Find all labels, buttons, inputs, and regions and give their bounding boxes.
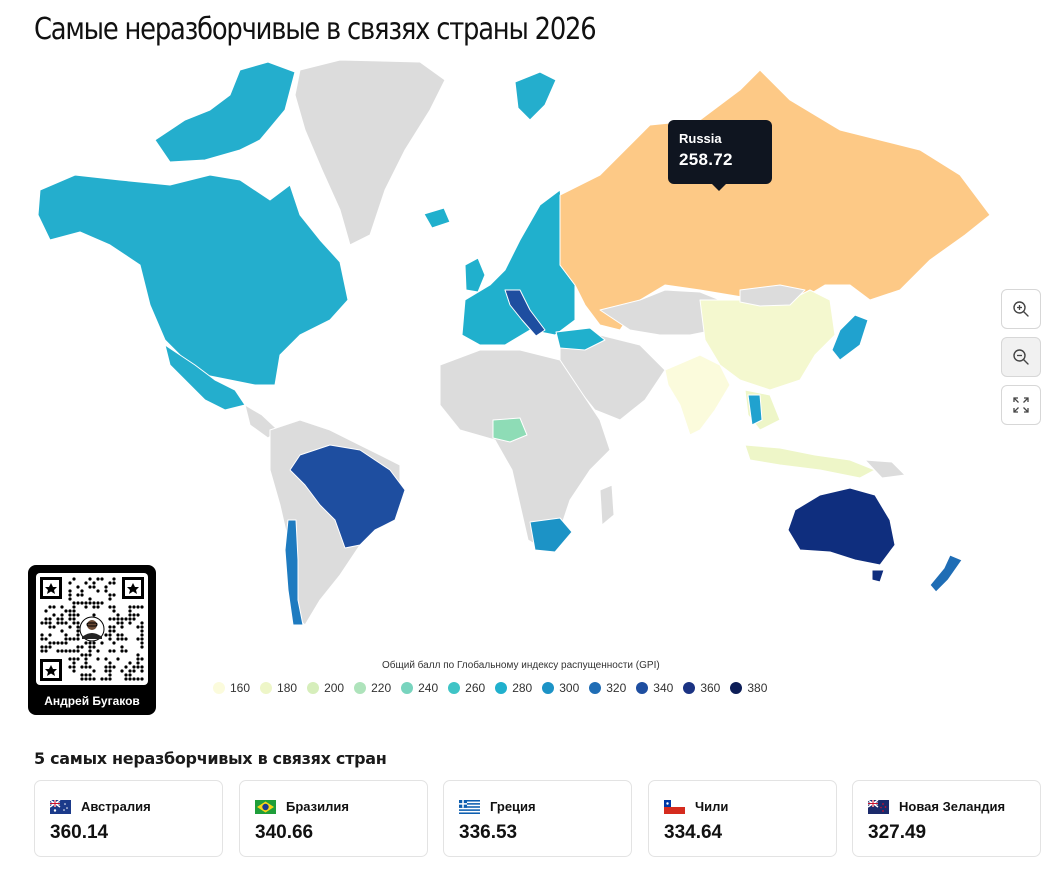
fullscreen-icon — [1013, 397, 1029, 413]
legend-item[interactable]: 160 — [213, 681, 250, 695]
card-score: 334.64 — [664, 822, 723, 843]
tooltip-value: 258.72 — [679, 150, 733, 169]
card-country-name: Бразилия — [286, 799, 349, 814]
legend-swatch — [401, 682, 414, 694]
legend-label: 360 — [700, 681, 721, 695]
legend-label: 340 — [653, 681, 674, 695]
region-thailand[interactable] — [747, 394, 763, 426]
country-card[interactable]: Новая Зеландия 327.49 — [852, 780, 1041, 857]
tooltip-country: Russia — [679, 131, 722, 146]
map-tooltip: Russia 258.72 — [668, 120, 772, 191]
region-arctic-islands[interactable] — [154, 61, 296, 163]
legend-item[interactable]: 280 — [495, 681, 532, 695]
legend-label: 300 — [559, 681, 580, 695]
chile-flag — [664, 800, 685, 814]
world-map[interactable] — [0, 58, 1000, 658]
card-score: 340.66 — [255, 822, 314, 843]
region-russia[interactable] — [559, 69, 991, 331]
legend-label: 380 — [747, 681, 768, 695]
region-brazil[interactable] — [289, 444, 406, 549]
country-card[interactable]: Австралия 360.14 — [34, 780, 223, 857]
region-nigeria[interactable] — [492, 417, 528, 443]
region-canada-usa[interactable] — [37, 174, 349, 386]
region-india[interactable] — [664, 354, 731, 436]
greece-flag — [459, 800, 480, 821]
legend-label: 200 — [324, 681, 345, 695]
legend-swatch — [683, 682, 696, 694]
region-mexico[interactable] — [164, 344, 246, 411]
region-iceland[interactable] — [423, 207, 451, 229]
zoom-out-icon — [1013, 349, 1029, 365]
brazil-flag — [255, 800, 276, 814]
legend-item[interactable]: 200 — [307, 681, 344, 695]
legend-label: 320 — [606, 681, 627, 695]
region-new-zealand[interactable] — [929, 554, 963, 593]
card-country-name: Греция — [490, 799, 536, 814]
region-indonesia[interactable] — [744, 444, 876, 479]
card-score: 327.49 — [868, 822, 927, 843]
card-country-name: Австралия — [81, 799, 151, 814]
region-australia[interactable] — [787, 487, 896, 566]
region-south-africa[interactable] — [529, 517, 573, 553]
legend: 160 180 200 220 240 260 280 300 320 340 360 380 — [213, 681, 777, 695]
legend-swatch — [730, 682, 743, 694]
legend-swatch — [354, 682, 367, 694]
legend-label: 160 — [230, 681, 251, 695]
new-zealand-flag — [867, 799, 889, 814]
legend-label: 240 — [418, 681, 439, 695]
legend-item[interactable]: 340 — [636, 681, 673, 695]
region-png[interactable] — [864, 459, 906, 479]
author-qr-card[interactable]: Андрей Бугаков — [28, 565, 156, 715]
region-japan[interactable] — [831, 314, 869, 361]
legend-label: 260 — [465, 681, 486, 695]
legend-item[interactable]: 300 — [542, 681, 579, 695]
region-italy[interactable] — [504, 289, 546, 337]
legend-item[interactable]: 220 — [354, 681, 391, 695]
card-country-name: Новая Зеландия — [899, 799, 1006, 814]
region-greenland[interactable] — [294, 59, 446, 246]
region-chile[interactable] — [284, 519, 304, 626]
region-uk[interactable] — [464, 257, 486, 293]
country-card[interactable]: Бразилия 340.66 — [239, 780, 428, 857]
legend-swatch — [448, 682, 461, 694]
zoom-in-button[interactable] — [1001, 289, 1041, 329]
legend-swatch — [307, 682, 320, 694]
legend-item[interactable]: 180 — [260, 681, 297, 695]
page-title: Самые неразборчивые в связях страны 2026 — [34, 12, 597, 47]
legend-label: 180 — [277, 681, 298, 695]
region-madagascar[interactable] — [599, 484, 615, 526]
legend-label: 220 — [371, 681, 392, 695]
legend-item[interactable]: 360 — [683, 681, 720, 695]
zoom-in-icon — [1013, 301, 1029, 317]
fullscreen-button[interactable] — [1001, 385, 1041, 425]
legend-title: Общий балл по Глобальному индексу распущ… — [382, 660, 660, 671]
legend-swatch — [589, 682, 602, 694]
country-card[interactable]: Чили 334.64 — [648, 780, 837, 857]
region-mongolia[interactable] — [739, 284, 806, 307]
top5-title: 5 самых неразборчивых в связях стран — [34, 749, 387, 768]
card-country-name: Чили — [695, 799, 729, 814]
region-africa[interactable] — [439, 349, 611, 551]
card-score: 360.14 — [50, 822, 109, 843]
legend-swatch — [636, 682, 649, 694]
region-tasmania[interactable] — [871, 569, 885, 583]
australia-flag — [49, 799, 71, 814]
region-svalbard[interactable] — [514, 71, 557, 121]
card-score: 336.53 — [459, 822, 518, 843]
country-card[interactable]: Греция 336.53 — [443, 780, 632, 857]
legend-swatch — [542, 682, 555, 694]
legend-item[interactable]: 380 — [730, 681, 767, 695]
legend-swatch — [495, 682, 508, 694]
legend-label: 280 — [512, 681, 533, 695]
legend-item[interactable]: 240 — [401, 681, 438, 695]
region-turkey[interactable] — [555, 327, 606, 351]
author-name: Андрей Бугаков — [44, 694, 140, 708]
zoom-out-button[interactable] — [1001, 337, 1041, 377]
legend-item[interactable]: 260 — [448, 681, 485, 695]
qr-code[interactable] — [36, 573, 148, 685]
legend-swatch — [260, 682, 273, 694]
legend-swatch — [213, 682, 225, 694]
legend-item[interactable]: 320 — [589, 681, 626, 695]
